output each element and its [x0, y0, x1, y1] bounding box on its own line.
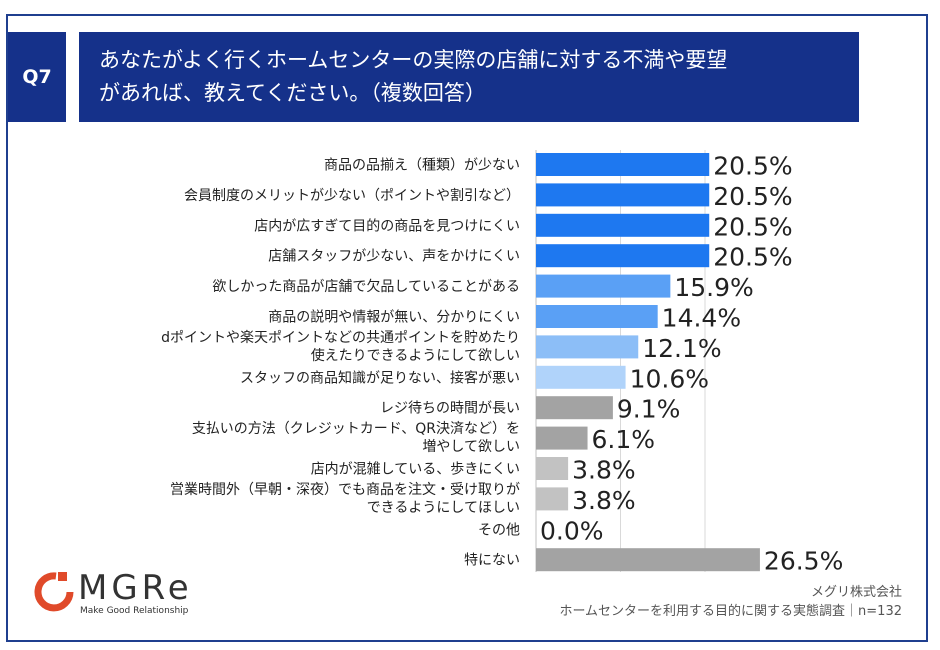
bar — [536, 244, 710, 268]
data-label: 9.1% — [617, 395, 681, 424]
bar — [536, 153, 710, 176]
category-label: 店内が混雑している、歩きにくい — [311, 462, 520, 478]
category-label: その他 — [478, 522, 520, 538]
data-label: 3.8% — [572, 486, 636, 515]
question-title: あなたがよく行くホームセンターの実際の店舗に対する不満や要望 があれば、教えてく… — [79, 32, 859, 122]
category-label: レジ待ちの時間が長い — [380, 401, 520, 417]
category-label: 営業時間外（早朝・深夜）でも商品を注文・受け取りが — [170, 482, 520, 498]
mgre-logo: MGRe Make Good Relationship — [34, 568, 224, 618]
category-label: 欲しかった商品が店舗で欠品していることがある — [212, 279, 520, 295]
category-label: 商品の説明や情報が無い、分かりにくい — [268, 310, 520, 326]
category-label: 店内が広すぎて目的の商品を見つけにくい — [254, 218, 520, 234]
data-label: 6.1% — [592, 425, 656, 454]
bar — [536, 426, 588, 450]
data-label: 3.8% — [572, 456, 636, 485]
category-label: スタッフの商品知識が足りない、接客が悪い — [240, 369, 520, 386]
bar — [536, 396, 613, 420]
category-label: 特にない — [464, 553, 520, 569]
data-label: 10.6% — [630, 364, 709, 393]
question-title-line2: があれば、教えてください。（複数回答） — [99, 81, 486, 105]
bar — [536, 335, 639, 359]
question-title-line1: あなたがよく行くホームセンターの実際の店舗に対する不満や要望 — [99, 48, 728, 72]
data-label: 12.1% — [642, 334, 721, 363]
category-label: dポイントや楽天ポイントなどの共通ポイントを貯めたり — [161, 330, 520, 346]
data-label: 0.0% — [540, 516, 604, 545]
source-company: メグリ株式会社 — [810, 585, 902, 600]
category-label: できるようにしてほしい — [367, 500, 520, 516]
data-label: 26.5% — [764, 547, 843, 576]
category-label: 使えたりできるようにして欲しい — [311, 347, 520, 364]
data-label: 20.5% — [713, 152, 792, 181]
source-survey: ホームセンターを利用する目的に関する実態調査｜n=132 — [559, 604, 902, 619]
question-badge: Q7 — [8, 32, 66, 122]
data-label: 20.5% — [713, 182, 792, 211]
logo-mark-icon — [34, 572, 74, 612]
bar — [536, 305, 658, 328]
bar — [536, 457, 569, 480]
category-label: 会員制度のメリットが少ない（ポイントや割引など） — [184, 187, 520, 204]
category-label: 支払いの方法（クレジットカード、QR決済など）を — [192, 421, 520, 437]
bar — [536, 365, 626, 389]
data-label: 20.5% — [713, 243, 792, 272]
data-label: 20.5% — [713, 212, 792, 241]
bar — [536, 213, 710, 237]
category-label: 増やして欲しい — [422, 439, 520, 455]
bar — [536, 548, 760, 572]
source-note: メグリ株式会社 ホームセンターを利用する目的に関する実態調査｜n=132 — [559, 583, 902, 621]
category-label: 商品の品揃え（種類）が少ない — [324, 158, 520, 174]
data-label: 14.4% — [662, 304, 741, 333]
logo-tagline: Make Good Relationship — [80, 606, 189, 616]
logo-text: MGRe — [78, 568, 193, 608]
category-label: 店舗スタッフが少ない、声をかけにくい — [268, 249, 520, 265]
bar — [536, 487, 569, 511]
bar — [536, 183, 710, 207]
data-label: 15.9% — [674, 273, 753, 302]
bar — [536, 274, 671, 298]
